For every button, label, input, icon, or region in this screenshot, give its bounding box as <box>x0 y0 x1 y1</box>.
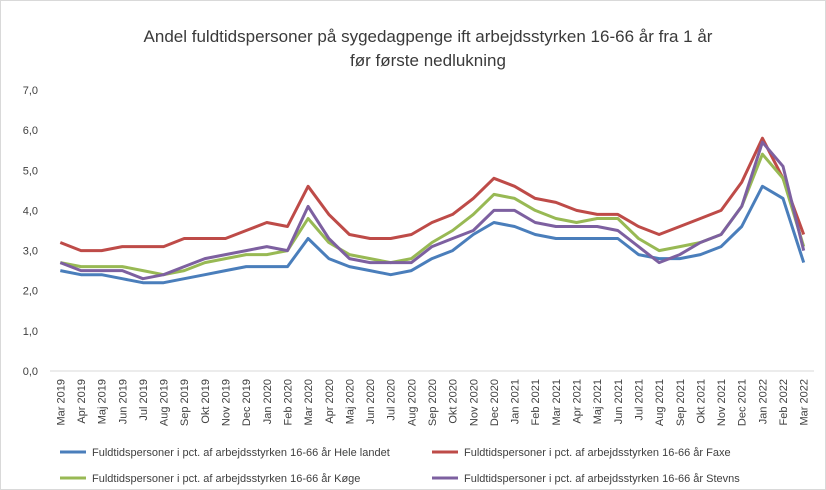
x-tick-label: Feb 2022 <box>778 379 790 425</box>
x-tick-label: Nov 2019 <box>221 379 233 426</box>
series-line <box>60 184 806 285</box>
x-tick-label: Okt 2019 <box>200 379 212 424</box>
x-tick-label: Okt 2020 <box>448 379 460 424</box>
x-tick-label: Mar 2022 <box>799 379 811 425</box>
x-tick-label: Mar 2019 <box>55 379 67 425</box>
series-line <box>59 136 806 253</box>
x-tick-label: Jul 2021 <box>633 379 645 421</box>
x-tick-label: Sep 2021 <box>675 379 687 426</box>
x-tick-label: Feb 2020 <box>282 379 294 425</box>
x-tick-label: Dec 2019 <box>241 379 253 426</box>
x-tick-label: Jun 2019 <box>117 379 129 424</box>
x-tick-label: Mar 2021 <box>551 379 563 425</box>
x-tick-label: Okt 2021 <box>695 379 707 424</box>
x-tick-label: Apr 2021 <box>572 379 584 424</box>
chart-title: Andel fuldtidspersoner på sygedagpenge i… <box>144 27 713 46</box>
y-tick-label: 0,0 <box>23 366 38 378</box>
x-tick-label: Maj 2019 <box>97 379 109 424</box>
x-tick-label: Sep 2019 <box>179 379 191 426</box>
x-tick-label: Aug 2021 <box>654 379 666 426</box>
x-tick-label: Jun 2021 <box>613 379 625 424</box>
y-tick-label: 3,0 <box>23 246 38 258</box>
x-tick-label: Apr 2019 <box>76 379 88 424</box>
y-tick-label: 7,0 <box>23 85 38 97</box>
legend-label: Fuldtidspersoner i pct. af arbejdsstyrke… <box>464 473 740 485</box>
x-tick-label: Jun 2020 <box>365 379 377 424</box>
x-tick-label: Jan 2021 <box>510 379 522 424</box>
x-tick-label: Dec 2021 <box>737 379 749 426</box>
y-tick-label: 1,0 <box>23 326 38 338</box>
x-tick-label: Jul 2019 <box>138 379 150 421</box>
legend-label: Fuldtidspersoner i pct. af arbejdsstyrke… <box>92 447 390 459</box>
series-line <box>60 152 806 277</box>
x-tick-label: Apr 2020 <box>324 379 336 424</box>
y-tick-label: 5,0 <box>23 165 38 177</box>
legend-label: Fuldtidspersoner i pct. af arbejdsstyrke… <box>92 473 360 485</box>
x-tick-label: Mar 2020 <box>303 379 315 425</box>
x-tick-label: Jul 2020 <box>386 379 398 421</box>
legend-label: Fuldtidspersoner i pct. af arbejdsstyrke… <box>464 447 731 459</box>
x-tick-label: Dec 2020 <box>489 379 501 426</box>
x-tick-label: Feb 2021 <box>530 379 542 425</box>
x-tick-label: Jan 2022 <box>757 379 769 424</box>
x-tick-label: Jan 2020 <box>262 379 274 424</box>
series-line <box>59 140 806 281</box>
y-tick-label: 2,0 <box>23 286 38 298</box>
chart-title: før første nedlukning <box>350 51 506 70</box>
x-tick-label: Nov 2021 <box>716 379 728 426</box>
x-tick-label: Maj 2020 <box>344 379 356 424</box>
x-tick-label: Aug 2019 <box>159 379 171 426</box>
y-tick-label: 4,0 <box>23 205 38 217</box>
x-tick-label: Nov 2020 <box>468 379 480 426</box>
x-tick-label: Sep 2020 <box>427 379 439 426</box>
x-tick-label: Maj 2021 <box>592 379 604 424</box>
y-tick-label: 6,0 <box>23 125 38 137</box>
x-tick-label: Aug 2020 <box>406 379 418 426</box>
